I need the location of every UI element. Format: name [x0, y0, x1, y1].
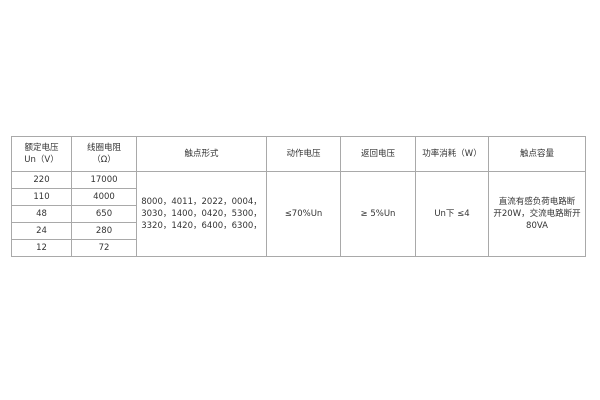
- contact-capacity-line: 直流有感负荷电路断: [498, 196, 576, 207]
- contact-capacity-line: 开20W，交流电路断开: [493, 208, 581, 219]
- contact-form-line: 3030，1400，0420，5300，: [141, 208, 262, 219]
- cell-rated-voltage: 220: [11, 171, 72, 189]
- cell-power-consumption: Un下 ≤4: [415, 171, 489, 257]
- column-header-coil-resistance-line2: （Ω）: [92, 155, 116, 165]
- column-header-operate-voltage: 动作电压: [266, 136, 341, 172]
- cell-coil-resistance: 650: [71, 205, 137, 223]
- specification-table-container: 额定电压 Un（V） 线圈电阻 （Ω） 触点形式 动作电压 返回电压 功率消耗（…: [11, 136, 586, 257]
- contact-form-line: 3320，1420，6400，6300，: [141, 221, 262, 232]
- column-header-coil-resistance: 线圈电阻 （Ω）: [71, 136, 137, 172]
- column-header-coil-resistance-line1: 线圈电阻: [86, 142, 121, 153]
- cell-rated-voltage: 12: [11, 239, 72, 257]
- cell-coil-resistance: 280: [71, 222, 137, 240]
- table-row: 220 17000 8000，4011，2022，0004， 3030，1400…: [11, 171, 586, 257]
- contact-form-line: 8000，4011，2022，0004，: [141, 196, 262, 207]
- cell-coil-resistance: 72: [71, 239, 137, 257]
- column-header-contact-capacity: 触点容量: [488, 136, 586, 172]
- table-row: 48 650: [11, 205, 586, 223]
- cell-coil-resistance: 4000: [71, 188, 137, 206]
- table-row: 12 72: [11, 239, 586, 257]
- column-header-rated-voltage: 额定电压 Un（V）: [11, 136, 72, 172]
- column-header-rated-voltage-line1: 额定电压: [24, 142, 59, 153]
- table-row: 110 4000: [11, 188, 586, 206]
- cell-operate-voltage: ≤70%Un: [266, 171, 341, 257]
- cell-coil-resistance: 17000: [71, 171, 137, 189]
- cell-contact-capacity: 直流有感负荷电路断 开20W，交流电路断开 80VA: [488, 171, 586, 257]
- cell-rated-voltage: 110: [11, 188, 72, 206]
- column-header-rated-voltage-line2: Un（V）: [24, 155, 59, 165]
- contact-capacity-line: 80VA: [526, 221, 548, 232]
- cell-release-voltage: ≥ 5%Un: [340, 171, 416, 257]
- relay-specification-table: 额定电压 Un（V） 线圈电阻 （Ω） 触点形式 动作电压 返回电压 功率消耗（…: [11, 136, 586, 257]
- cell-rated-voltage: 24: [11, 222, 72, 240]
- table-header-row: 额定电压 Un（V） 线圈电阻 （Ω） 触点形式 动作电压 返回电压 功率消耗（…: [11, 136, 586, 172]
- cell-contact-form: 8000，4011，2022，0004， 3030，1400，0420，5300…: [136, 171, 267, 257]
- column-header-release-voltage: 返回电压: [340, 136, 416, 172]
- column-header-contact-form: 触点形式: [136, 136, 267, 172]
- cell-rated-voltage: 48: [11, 205, 72, 223]
- column-header-power-consumption: 功率消耗（W）: [415, 136, 489, 172]
